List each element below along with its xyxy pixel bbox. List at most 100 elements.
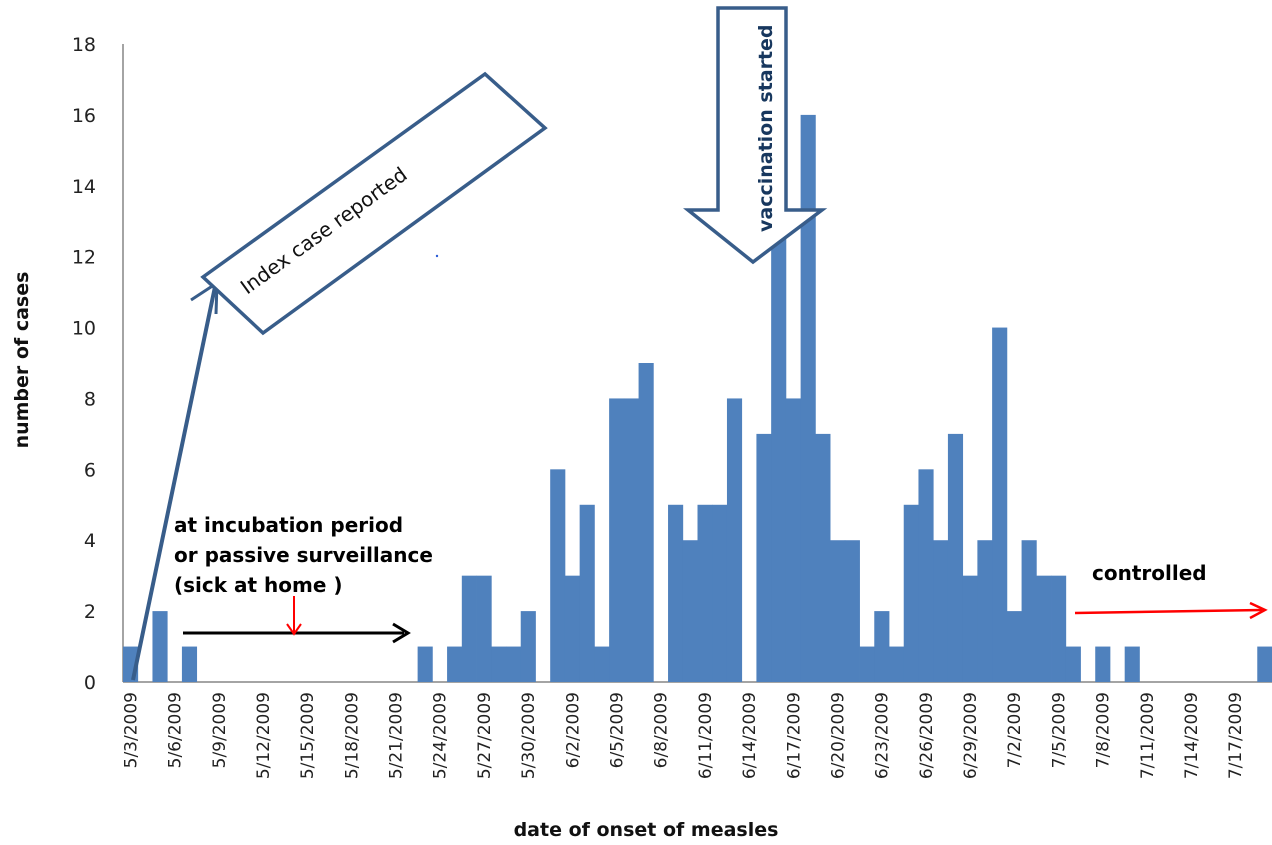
bar [181, 646, 198, 682]
x-tick-label: 7/14/2009 [1182, 692, 1202, 779]
bar [461, 575, 477, 682]
bar [726, 398, 743, 682]
bar [682, 540, 698, 682]
y-ticks: 0 2 4 6 8 10 12 14 16 18 [72, 34, 96, 694]
x-tick-label: 5/30/2009 [519, 692, 539, 779]
x-tick-label: 5/9/2009 [210, 692, 230, 768]
index-case-pointer-line [131, 281, 218, 681]
bar [815, 433, 831, 682]
incubation-annotation: at incubation period or passive surveill… [174, 513, 433, 644]
x-tick-label: 5/21/2009 [387, 692, 407, 779]
y-tick-label: 8 [84, 388, 96, 410]
y-tick-label: 12 [72, 247, 96, 269]
x-tick-label: 5/3/2009 [121, 692, 141, 768]
bar [476, 575, 492, 682]
x-ticks: 5/3/2009 5/6/2009 5/9/2009 5/12/2009 5/15/20… [121, 692, 1246, 779]
bars [123, 114, 1272, 682]
y-tick-label: 0 [84, 672, 96, 694]
y-tick-label: 14 [72, 176, 96, 198]
bar [712, 504, 728, 682]
bar [785, 398, 802, 682]
incubation-line-2: or passive surveillance [174, 543, 433, 567]
bar [668, 504, 684, 682]
bar [1257, 646, 1272, 682]
x-tick-label: 5/12/2009 [254, 692, 274, 779]
bar [874, 611, 890, 682]
x-tick-label: 6/5/2009 [607, 692, 627, 768]
y-tick-label: 2 [84, 601, 96, 623]
controlled-label: controlled [1092, 561, 1207, 585]
controlled-arrow-line [1074, 608, 1263, 615]
bar [594, 646, 610, 682]
x-tick-label: 6/11/2009 [696, 692, 716, 779]
index-case-callout: Index case reported [131, 71, 548, 681]
x-tick-label: 6/2/2009 [563, 692, 583, 768]
x-tick-label: 6/20/2009 [828, 692, 848, 779]
bar [564, 575, 581, 682]
y-tick-label: 18 [72, 34, 96, 56]
bar [918, 469, 934, 682]
incubation-arrow-head [392, 622, 411, 644]
y-tick-label: 4 [84, 530, 96, 552]
x-tick-label: 6/8/2009 [652, 692, 672, 768]
bar [933, 540, 949, 682]
bar [800, 114, 816, 682]
x-tick-label: 6/14/2009 [740, 692, 760, 779]
bar [417, 646, 433, 682]
vaccination-callout: vaccination started [683, 6, 828, 265]
bar [962, 575, 978, 682]
vaccination-label: vaccination started [755, 24, 777, 232]
y-tick-label: 6 [84, 459, 96, 481]
x-tick-label: 7/2/2009 [1005, 692, 1025, 768]
bar [977, 540, 993, 682]
bar [638, 363, 654, 682]
x-tick-label: 5/27/2009 [475, 692, 495, 779]
stray-dot [435, 254, 439, 258]
y-tick-label: 10 [72, 318, 96, 340]
red-pointer-head [286, 623, 302, 636]
controlled-annotation: controlled [1074, 561, 1268, 620]
x-axis-title: date of onset of measles [514, 819, 779, 841]
bar [491, 646, 507, 682]
bar [859, 646, 875, 682]
x-tick-label: 6/26/2009 [917, 692, 937, 779]
bar [1021, 540, 1037, 682]
x-tick-label: 5/15/2009 [298, 692, 318, 779]
bar [152, 611, 168, 682]
x-tick-label: 6/23/2009 [873, 692, 893, 779]
bar [771, 221, 787, 682]
bar [697, 504, 713, 682]
x-tick-label: 5/6/2009 [166, 692, 186, 768]
x-tick-label: 7/5/2009 [1049, 692, 1069, 768]
x-tick-label: 5/18/2009 [342, 692, 362, 779]
bar [830, 540, 846, 682]
bar [1036, 575, 1052, 682]
bar [756, 433, 772, 682]
bar [579, 504, 595, 682]
controlled-arrow-head [1249, 601, 1268, 620]
bar [1006, 611, 1022, 682]
incubation-line-1: at incubation period [174, 513, 403, 537]
incubation-line-3: (sick at home ) [174, 573, 343, 597]
bar [623, 398, 639, 682]
bar [447, 646, 463, 682]
bar [1065, 646, 1081, 682]
bar [1095, 646, 1111, 682]
x-tick-label: 7/8/2009 [1094, 692, 1114, 768]
bar [844, 540, 860, 682]
index-case-box [200, 71, 548, 336]
bar [609, 398, 625, 682]
bar [1124, 646, 1140, 682]
bar [550, 469, 566, 682]
vaccination-arrow [683, 6, 828, 265]
x-tick-label: 7/11/2009 [1138, 692, 1158, 779]
x-tick-label: 6/17/2009 [784, 692, 804, 779]
bar [889, 646, 905, 682]
x-tick-label: 6/29/2009 [961, 692, 981, 779]
bar [947, 433, 964, 682]
bar [520, 611, 536, 682]
bar [992, 327, 1008, 682]
bar [506, 646, 522, 682]
bar [1051, 575, 1067, 682]
